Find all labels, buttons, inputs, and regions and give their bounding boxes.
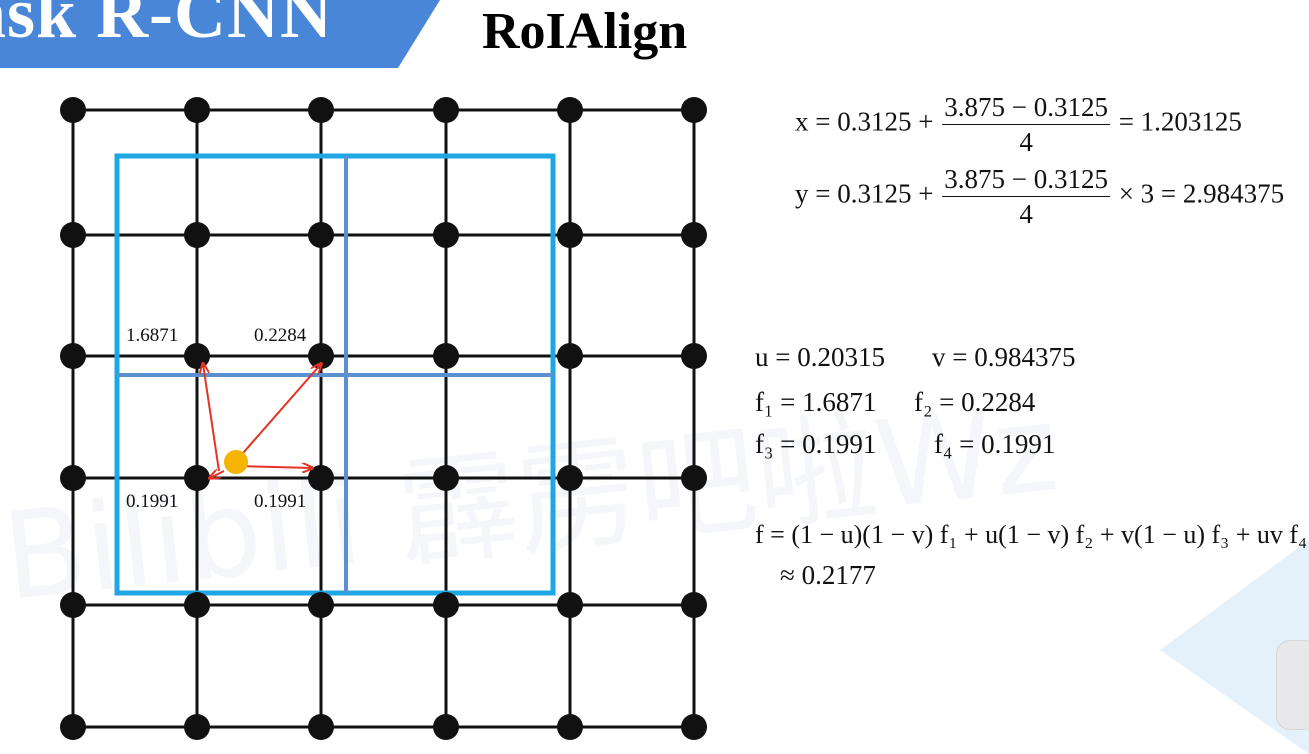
grid-point: [308, 97, 334, 123]
grid-point: [557, 714, 583, 740]
grid-point: [433, 97, 459, 123]
grid-point: [681, 465, 707, 491]
f3-value: f₃ = 0.1991: [755, 429, 877, 459]
grid-point: [557, 465, 583, 491]
grid-point: [60, 97, 86, 123]
v-value: v = 0.984375: [932, 342, 1076, 372]
value-label-bottom-right: 0.1991: [254, 491, 306, 512]
grid-point: [681, 343, 707, 369]
grid-point: [433, 465, 459, 491]
arrow-to-top-left: [203, 364, 220, 472]
feature-map-grid: [71, 108, 696, 729]
banner-text: ask R-CNN: [0, 0, 334, 53]
interpolation-arrows: [203, 364, 321, 478]
grid-point: [557, 592, 583, 618]
grid-point: [60, 592, 86, 618]
value-label-bottom-left: 0.1991: [126, 491, 178, 512]
y-equation-rhs: × 3 = 2.984375: [1118, 178, 1285, 209]
y-equation: y = 0.3125 + 3.875 − 0.3125 4 × 3 = 2.98…: [795, 164, 1284, 229]
f1-value: f₁ = 1.6871: [755, 387, 877, 417]
grid-point: [184, 592, 210, 618]
grid-point: [60, 343, 86, 369]
grid-point: [184, 714, 210, 740]
grid-point: [681, 222, 707, 248]
grid-point: [308, 222, 334, 248]
grid-point: [184, 343, 210, 369]
y-fraction-denominator: 4: [1019, 199, 1033, 229]
f2-value: f₂ = 0.2284: [914, 387, 1036, 417]
grid-point: [308, 714, 334, 740]
y-fraction: 3.875 − 0.3125 4: [942, 164, 1110, 229]
bilinear-result: ≈ 0.2177: [780, 560, 876, 590]
grid-point: [184, 465, 210, 491]
grid-point: [60, 222, 86, 248]
grid-point: [184, 97, 210, 123]
grid-point: [184, 222, 210, 248]
u-value: u = 0.20315: [755, 342, 885, 372]
grid-point: [681, 592, 707, 618]
header-banner: [0, 0, 440, 68]
arrow-to-bottom-left: [210, 471, 225, 478]
roialign-diagram: 1.6871 0.2284 0.1991 0.1991: [60, 97, 707, 740]
grid-point: [60, 465, 86, 491]
grid-points: [60, 97, 707, 740]
x-fraction-denominator: 4: [1019, 127, 1033, 157]
x-equation: x = 0.3125 + 3.875 − 0.3125 4 = 1.203125: [795, 92, 1242, 157]
arrow-to-top-right: [235, 364, 321, 462]
grid-point: [557, 343, 583, 369]
grid-point: [433, 222, 459, 248]
sample-point: [224, 450, 248, 474]
grid-point: [681, 97, 707, 123]
arrow-to-right: [235, 466, 312, 468]
grid-point: [557, 222, 583, 248]
bilinear-formula: f = (1 − u)(1 − v) f₁ + u(1 − v) f₂ + v(…: [755, 520, 1308, 549]
x-equation-lhs: x = 0.3125 +: [795, 106, 934, 137]
decorative-corner-shape: [1160, 540, 1309, 754]
value-label-top-right: 0.2284: [254, 325, 307, 346]
x-fraction-numerator: 3.875 − 0.3125: [942, 92, 1110, 125]
x-equation-rhs: = 1.203125: [1118, 106, 1242, 137]
x-fraction: 3.875 − 0.3125 4: [942, 92, 1110, 157]
slide-title: RoIAlign: [482, 3, 688, 60]
grid-point: [308, 592, 334, 618]
grid-point: [681, 714, 707, 740]
side-panel-handle[interactable]: [1276, 640, 1309, 730]
grid-point: [557, 97, 583, 123]
grid-point: [60, 714, 86, 740]
grid-point: [433, 714, 459, 740]
y-fraction-numerator: 3.875 − 0.3125: [942, 164, 1110, 197]
value-label-top-left: 1.6871: [126, 325, 178, 346]
grid-point: [433, 592, 459, 618]
y-equation-lhs: y = 0.3125 +: [795, 178, 934, 209]
grid-point: [308, 465, 334, 491]
grid-point: [433, 343, 459, 369]
f4-value: f₄ = 0.1991: [934, 429, 1056, 459]
